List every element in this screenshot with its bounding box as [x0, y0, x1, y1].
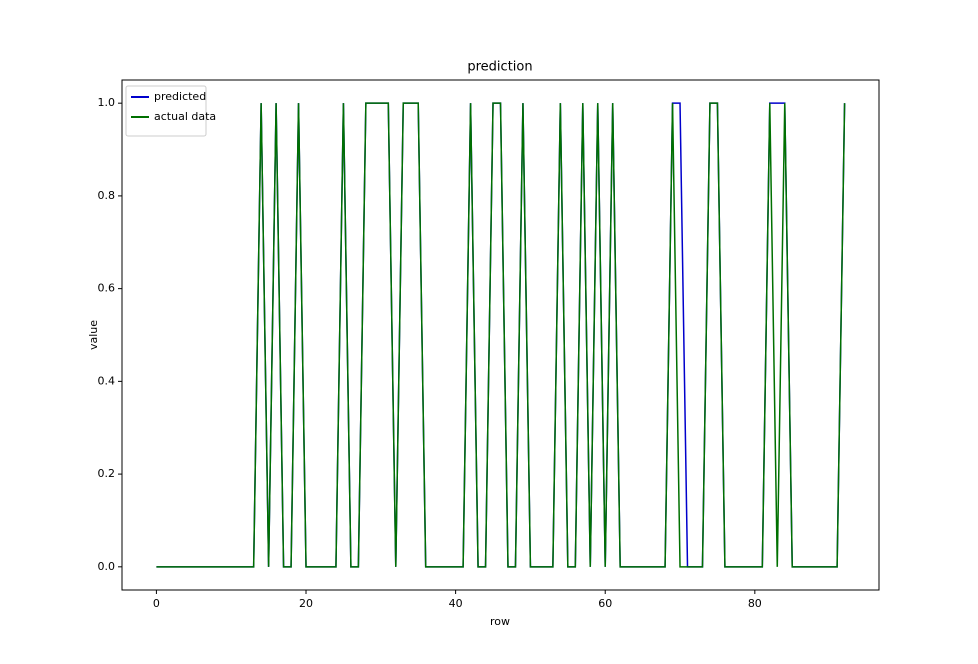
y-tick-label: 0.0 — [98, 560, 116, 573]
legend-label: actual data — [154, 110, 216, 123]
x-tick-label: 20 — [299, 597, 313, 610]
legend-label: predicted — [154, 90, 206, 103]
x-tick-label: 40 — [449, 597, 463, 610]
plot-frame — [121, 79, 880, 591]
x-tick-label: 60 — [598, 597, 612, 610]
x-axis-label: row — [490, 615, 510, 628]
legend-box — [125, 85, 207, 137]
y-tick-label: 1.0 — [98, 96, 116, 109]
y-tick-label: 0.2 — [98, 467, 116, 480]
y-tick-label: 0.6 — [98, 282, 116, 295]
x-tick-label: 0 — [153, 597, 160, 610]
chart-title: prediction — [467, 60, 532, 75]
x-tick-label: 80 — [748, 597, 762, 610]
y-tick-label: 0.8 — [98, 189, 116, 202]
y-axis-label: value — [87, 320, 100, 350]
data-line — [156, 102, 846, 568]
y-tick-label: 0.4 — [98, 374, 116, 387]
